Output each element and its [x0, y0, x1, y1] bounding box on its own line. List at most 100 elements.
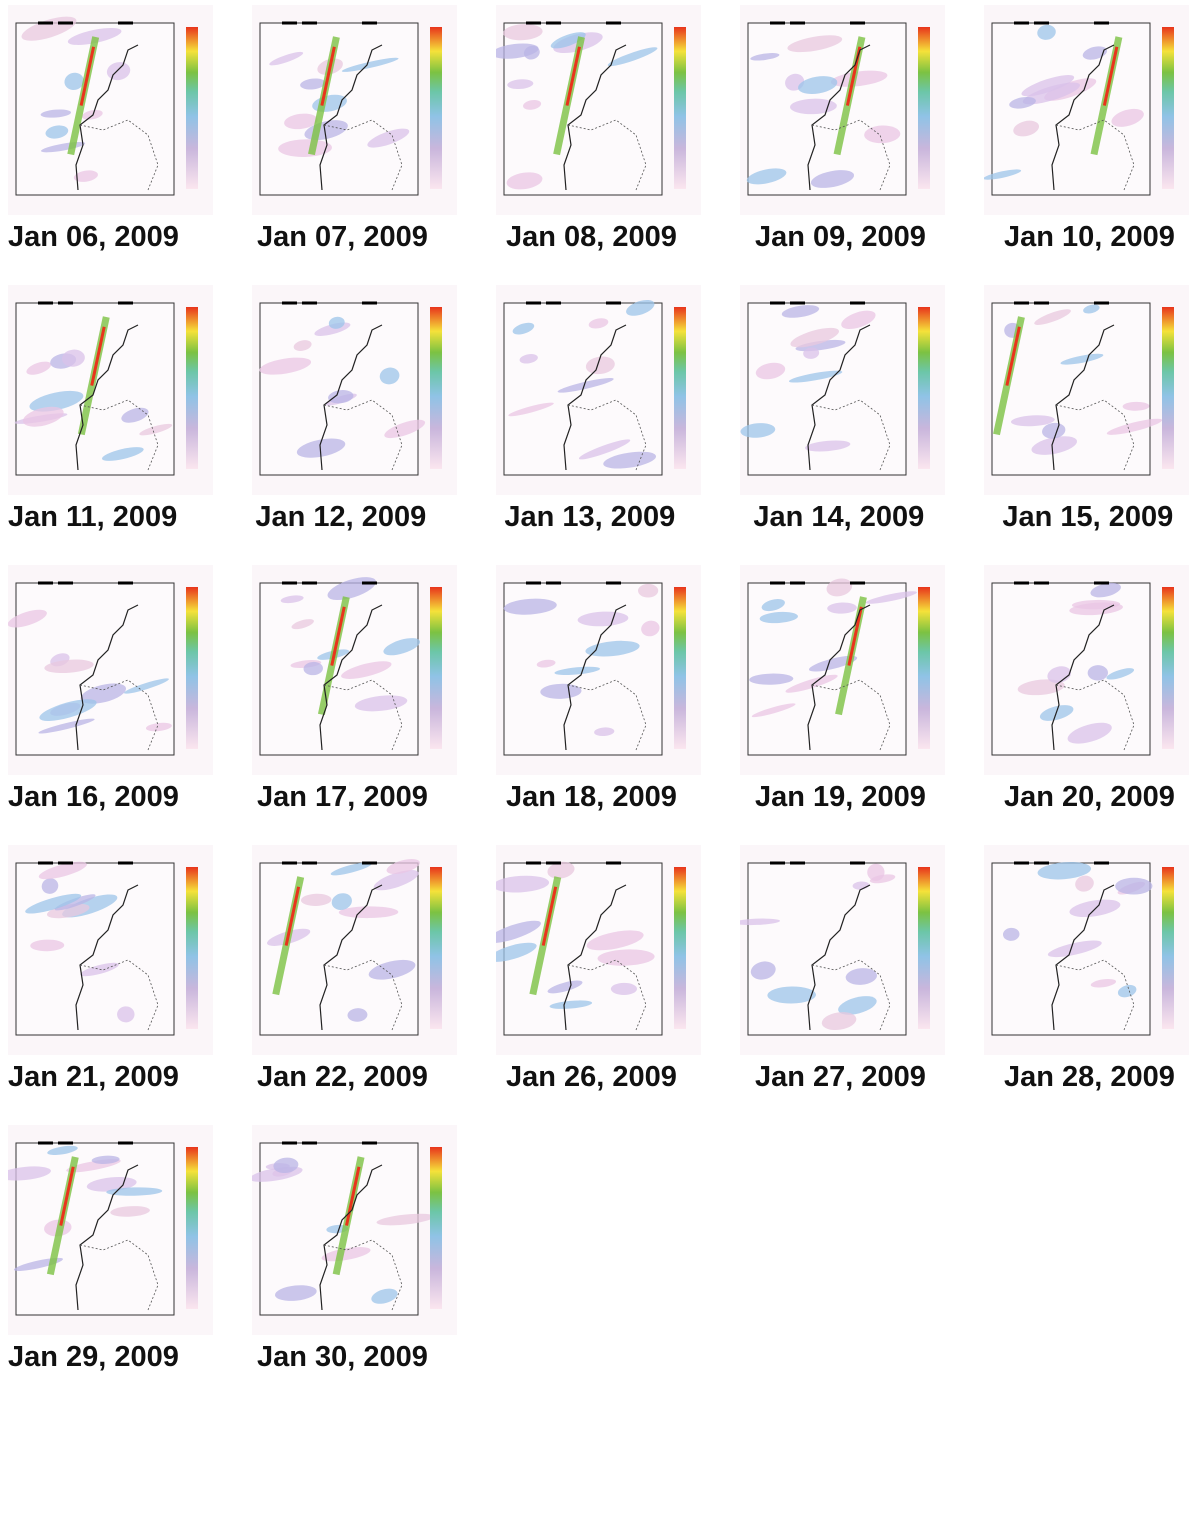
colorbar: [1162, 27, 1174, 189]
colorbar: [674, 27, 686, 189]
data-blob: [291, 619, 314, 630]
data-blob: [638, 583, 659, 598]
data-blob: [496, 920, 541, 944]
swath-core: [1005, 326, 1021, 386]
map-thumbnail: [984, 845, 1189, 1055]
data-blob: [1090, 582, 1121, 598]
map-thumbnail: [496, 5, 701, 215]
data-blob: [278, 139, 332, 157]
coastline: [75, 1164, 139, 1311]
data-blob: [1060, 353, 1104, 365]
data-blob: [273, 1157, 299, 1174]
colorbar: [918, 867, 930, 1029]
data-blob: [821, 1012, 857, 1031]
captions: Jan 06, 2009 Jan 07, 2009 Jan 08, 2009 J…: [0, 218, 1183, 256]
data-blob: [507, 79, 534, 90]
swath-core: [330, 606, 346, 666]
data-blob: [1022, 82, 1080, 105]
coastline: [563, 324, 627, 471]
map-thumbnail: [740, 565, 945, 775]
data-blob: [1122, 401, 1150, 411]
data-blob: [91, 1155, 120, 1164]
data-blob: [45, 125, 69, 139]
data-blob: [496, 942, 537, 962]
data-blob: [1106, 668, 1135, 680]
data-blob: [540, 683, 582, 699]
data-blob: [39, 699, 97, 721]
coastline: [1051, 604, 1115, 751]
data-blob: [751, 703, 796, 718]
data-blob: [586, 930, 644, 951]
data-blob: [44, 659, 94, 674]
map-thumbnail: [740, 5, 945, 215]
date-caption: Jan 08, 2009: [505, 221, 677, 253]
map-thumbnail: [252, 845, 457, 1055]
thumbnail-row: Jan 21, 2009 Jan 22, 2009 Jan 26, 2009 J…: [0, 840, 1191, 1096]
map-thumbnail: [496, 565, 701, 775]
data-blob: [1037, 861, 1092, 880]
swath-core: [345, 1166, 361, 1226]
thumbnails: [0, 1120, 1191, 1335]
data-blob: [610, 982, 638, 995]
map-thumbnail: [984, 565, 1189, 775]
colorbar: [186, 867, 198, 1029]
coastline: [319, 324, 383, 471]
data-blob: [373, 870, 419, 891]
data-blob: [1082, 46, 1108, 60]
data-blob: [64, 72, 84, 91]
coastline: [319, 604, 383, 751]
date-caption: Jan 11, 2009: [8, 501, 178, 533]
date-caption: Jan 27, 2009: [754, 1061, 926, 1093]
data-blob: [519, 354, 538, 364]
swath-core: [320, 46, 336, 106]
data-blob: [1115, 877, 1153, 895]
data-blob: [603, 451, 657, 469]
map-thumbnail: [984, 285, 1189, 495]
thumbnails: [0, 280, 1191, 495]
coastline: [1051, 44, 1115, 191]
data-blob: [1090, 978, 1117, 988]
captions: Jan 16, 2009 Jan 17, 2009 Jan 18, 2009 J…: [0, 778, 1183, 816]
colorbar: [186, 1147, 198, 1309]
date-caption: Jan 21, 2009: [8, 1061, 179, 1093]
data-blob: [804, 440, 851, 452]
data-blob: [1087, 665, 1109, 681]
map-thumbnail: [252, 565, 457, 775]
date-caption: Jan 12, 2009: [255, 501, 427, 533]
data-blob: [341, 661, 392, 679]
coastline: [319, 884, 383, 1031]
map-thumbnail: [740, 285, 945, 495]
data-blob: [1075, 875, 1094, 892]
data-blob: [557, 378, 614, 393]
captions: Jan 29, 2009 Jan 30, 2009: [0, 1338, 1183, 1376]
colorbar: [674, 867, 686, 1029]
data-blob: [117, 1006, 135, 1023]
data-blob: [746, 168, 787, 185]
data-blob: [1017, 679, 1065, 696]
data-blob: [594, 727, 615, 737]
data-blob: [827, 602, 857, 614]
data-blob: [47, 1145, 78, 1156]
colorbar: [918, 307, 930, 469]
data-blob: [25, 893, 82, 914]
data-blob: [781, 305, 820, 318]
thumbnail-row: Jan 11, 2009 Jan 12, 2009 Jan 13, 2009 J…: [0, 280, 1191, 536]
data-blob: [29, 390, 84, 412]
map-thumbnail: [8, 1125, 213, 1335]
data-blob: [740, 918, 781, 926]
data-blob: [845, 968, 877, 985]
data-blob: [73, 170, 98, 182]
data-blob: [1047, 666, 1072, 683]
data-blob: [536, 659, 556, 668]
data-blob: [8, 609, 47, 628]
thumbnail-row: Jan 29, 2009 Jan 30, 2009: [0, 1120, 1191, 1376]
data-blob: [803, 347, 820, 359]
data-blob: [26, 361, 52, 375]
data-blob: [121, 407, 149, 423]
colorbar: [1162, 587, 1174, 749]
data-blob: [1117, 984, 1137, 998]
data-blob: [1037, 24, 1056, 40]
data-blob: [347, 1008, 368, 1022]
data-blob: [383, 638, 421, 656]
colorbar: [674, 587, 686, 749]
